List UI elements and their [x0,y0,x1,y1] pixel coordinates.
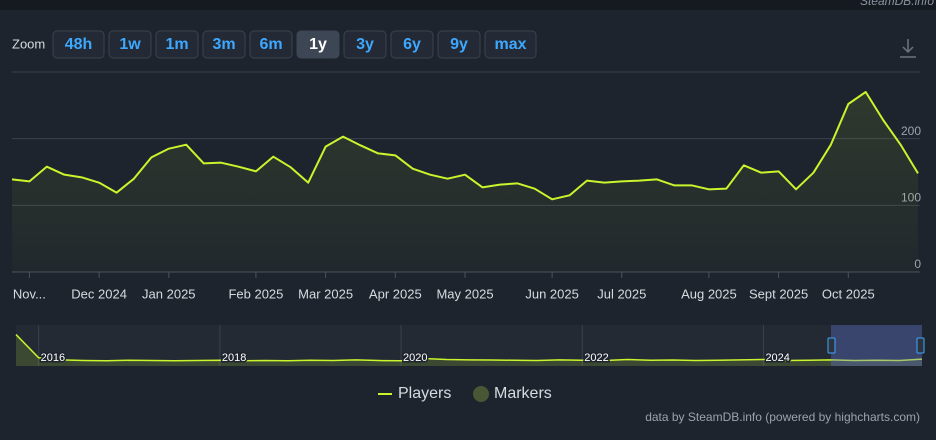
zoom-button-label[interactable]: max [494,36,526,53]
area [12,92,918,272]
x-tick-label: Dec 2024 [71,286,127,301]
navigator-area [16,334,922,366]
y-tick-label: 200 [901,124,921,138]
zoom-button[interactable] [249,30,293,59]
zoom-button[interactable] [484,30,537,59]
x-tick-label: Jul 2025 [597,286,646,301]
navigator-selection[interactable] [831,325,922,366]
zoom-label: Zoom [12,36,45,51]
credits: data by SteamDB.info (powered by highcha… [645,410,920,424]
x-tick-label: Aug 2025 [681,286,737,301]
zoom-button-label[interactable]: 6y [403,36,421,53]
zoom-button-label[interactable]: 1w [119,36,141,53]
navigator-handle[interactable] [827,337,836,354]
navigator-handle[interactable] [916,337,925,354]
download-icon[interactable] [900,39,916,58]
navigator-year-label: 2022 [584,352,608,364]
navigator-line [15,334,923,362]
navigator-year-label: 2018 [222,352,246,364]
zoom-button[interactable] [202,30,246,59]
zoom-button[interactable] [296,30,340,59]
navigator-year-label: 2016 [41,352,65,364]
x-tick-label: Mar 2025 [298,286,353,301]
zoom-button-label[interactable]: 9y [450,36,468,53]
x-tick-label: May 2025 [436,286,493,301]
legend-label[interactable]: Markers [494,385,552,402]
x-tick-label: Oct 2025 [822,286,875,301]
zoom-button-label[interactable]: 1y [309,36,327,53]
navigator-year-label: 2020 [403,352,427,364]
line [11,91,919,201]
x-tick-label: Jun 2025 [525,286,579,301]
legend-marker [473,386,489,402]
x-tick-label: Apr 2025 [369,286,422,301]
zoom-button-label[interactable]: 3y [356,36,374,53]
x-tick-label: Sept 2025 [749,286,808,301]
zoom-button[interactable] [390,30,434,59]
zoom-button-label[interactable]: 6m [259,36,282,53]
zoom-button-label[interactable]: 48h [65,36,93,53]
zoom-button-label[interactable]: 1m [165,36,188,53]
x-tick-label: Jan 2025 [142,286,196,301]
watermark: SteamDB.info [860,0,934,8]
legend-label[interactable]: Players [398,385,451,402]
zoom-button[interactable] [343,30,387,59]
zoom-button[interactable] [52,30,105,59]
navigator-year-label: 2024 [765,352,789,364]
zoom-button[interactable] [155,30,199,59]
x-tick-label: Feb 2025 [228,286,283,301]
zoom-button[interactable] [108,30,152,59]
top-strip [0,0,936,10]
zoom-button-label[interactable]: 3m [212,36,235,53]
zoom-button[interactable] [437,30,481,59]
x-tick-label: Nov... [13,286,46,301]
